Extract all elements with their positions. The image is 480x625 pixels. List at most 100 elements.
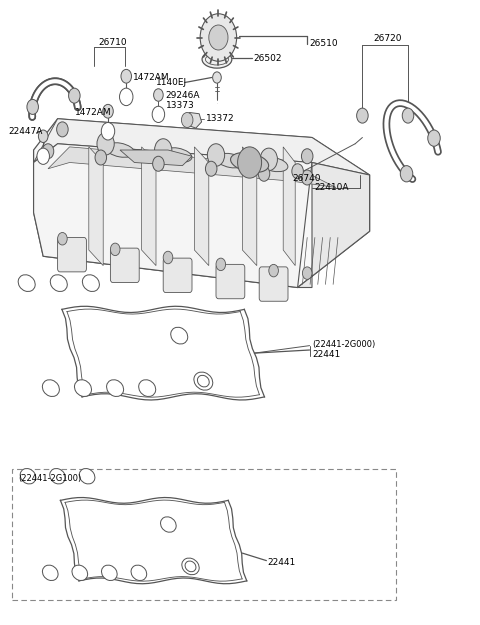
- Text: 22441: 22441: [312, 350, 340, 359]
- Ellipse shape: [230, 152, 269, 173]
- Ellipse shape: [20, 469, 36, 484]
- Ellipse shape: [139, 380, 156, 396]
- Polygon shape: [242, 147, 257, 266]
- Circle shape: [400, 166, 413, 182]
- Circle shape: [207, 144, 225, 166]
- Polygon shape: [298, 162, 370, 288]
- FancyBboxPatch shape: [58, 238, 86, 272]
- Polygon shape: [120, 150, 192, 166]
- Circle shape: [155, 139, 172, 161]
- Polygon shape: [194, 147, 209, 266]
- Ellipse shape: [50, 469, 65, 484]
- Ellipse shape: [42, 565, 58, 581]
- Circle shape: [200, 14, 237, 61]
- Ellipse shape: [185, 561, 196, 572]
- Circle shape: [428, 130, 440, 146]
- Text: 26502: 26502: [253, 54, 282, 62]
- Ellipse shape: [42, 380, 60, 396]
- Circle shape: [57, 122, 68, 137]
- Circle shape: [152, 106, 165, 123]
- Text: 1472AM: 1472AM: [75, 108, 112, 117]
- Polygon shape: [182, 112, 202, 128]
- Circle shape: [301, 149, 313, 164]
- Ellipse shape: [202, 51, 232, 68]
- Circle shape: [213, 72, 221, 83]
- Text: 22410A: 22410A: [314, 183, 349, 192]
- Circle shape: [95, 150, 107, 165]
- Circle shape: [301, 170, 313, 185]
- Text: (22441-2G100): (22441-2G100): [18, 474, 82, 482]
- Circle shape: [110, 243, 120, 256]
- Circle shape: [58, 232, 67, 245]
- Circle shape: [357, 108, 368, 123]
- Ellipse shape: [18, 275, 35, 291]
- Text: 13372: 13372: [206, 114, 235, 123]
- Circle shape: [292, 164, 303, 179]
- Circle shape: [38, 130, 48, 142]
- Circle shape: [101, 122, 115, 140]
- Ellipse shape: [197, 376, 209, 387]
- Polygon shape: [34, 144, 312, 288]
- FancyBboxPatch shape: [163, 258, 192, 292]
- Ellipse shape: [131, 565, 147, 581]
- Ellipse shape: [107, 380, 123, 396]
- Ellipse shape: [72, 565, 88, 581]
- Ellipse shape: [50, 275, 67, 291]
- Ellipse shape: [79, 469, 95, 484]
- Circle shape: [97, 132, 114, 155]
- Circle shape: [120, 88, 133, 106]
- FancyBboxPatch shape: [216, 264, 245, 299]
- Circle shape: [238, 147, 262, 178]
- Text: 26720: 26720: [373, 34, 402, 43]
- Text: 26740: 26740: [293, 174, 321, 183]
- FancyBboxPatch shape: [110, 248, 139, 282]
- Circle shape: [402, 108, 414, 123]
- Text: 26510: 26510: [310, 39, 338, 48]
- Text: 13373: 13373: [166, 101, 194, 109]
- Circle shape: [69, 88, 80, 103]
- Circle shape: [302, 267, 312, 279]
- Ellipse shape: [171, 328, 188, 344]
- Circle shape: [216, 258, 226, 271]
- Ellipse shape: [74, 380, 92, 396]
- Circle shape: [121, 69, 132, 83]
- Circle shape: [205, 161, 217, 176]
- Circle shape: [27, 99, 38, 114]
- Ellipse shape: [163, 148, 192, 162]
- Text: 22441: 22441: [268, 558, 296, 567]
- Polygon shape: [89, 147, 103, 266]
- Circle shape: [209, 25, 228, 50]
- Circle shape: [163, 251, 173, 264]
- Polygon shape: [34, 119, 370, 175]
- Ellipse shape: [83, 275, 99, 291]
- Circle shape: [154, 89, 163, 101]
- Circle shape: [37, 148, 49, 164]
- Bar: [12, 469, 396, 600]
- Polygon shape: [283, 147, 295, 266]
- Polygon shape: [142, 147, 156, 266]
- Circle shape: [42, 144, 54, 159]
- Ellipse shape: [205, 54, 228, 65]
- Circle shape: [153, 156, 164, 171]
- Circle shape: [181, 112, 193, 128]
- Ellipse shape: [259, 157, 288, 172]
- Text: 1472AM: 1472AM: [133, 73, 170, 82]
- Ellipse shape: [101, 565, 117, 581]
- Circle shape: [260, 148, 277, 171]
- Circle shape: [103, 104, 113, 118]
- Polygon shape: [48, 147, 336, 188]
- Text: 29246A: 29246A: [166, 91, 200, 99]
- Circle shape: [258, 166, 270, 181]
- Text: 26710: 26710: [98, 38, 127, 47]
- Ellipse shape: [216, 153, 245, 168]
- Text: 1140EJ: 1140EJ: [156, 78, 187, 87]
- Ellipse shape: [106, 142, 134, 158]
- Ellipse shape: [160, 517, 176, 532]
- Ellipse shape: [194, 372, 213, 390]
- Circle shape: [269, 264, 278, 277]
- Polygon shape: [34, 119, 370, 288]
- Text: 22447A: 22447A: [9, 127, 43, 136]
- Text: (22441-2G000): (22441-2G000): [312, 341, 375, 349]
- FancyBboxPatch shape: [259, 267, 288, 301]
- Ellipse shape: [182, 558, 199, 575]
